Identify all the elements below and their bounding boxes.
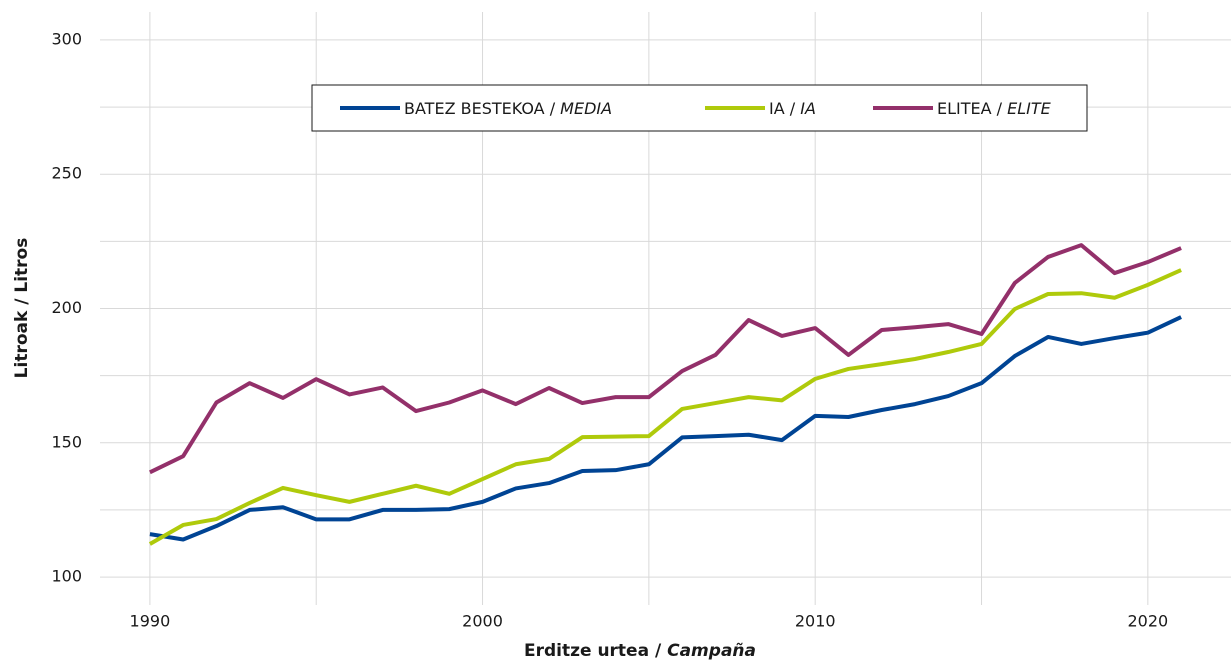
series-line: [149, 315, 1182, 542]
y-tick-label: 250: [51, 164, 82, 183]
x-tick-label: 2000: [462, 612, 503, 631]
y-axis-title: Litroak / Litros: [12, 238, 32, 379]
series-line: [149, 243, 1182, 475]
legend-label: BATEZ BESTEKOA / MEDIA: [404, 99, 612, 118]
x-tick-label: 2010: [795, 612, 836, 631]
y-tick-label: 150: [51, 432, 82, 451]
y-tick-label: 100: [51, 567, 82, 586]
legend-box: [311, 84, 1088, 132]
x-tick-label: 2020: [1127, 612, 1168, 631]
y-tick-label: 200: [51, 298, 82, 317]
legend-label: ELITEA / ELITE: [937, 99, 1052, 118]
lines: [148, 243, 1182, 546]
x-axis-title: Erditze urtea / Campaña: [524, 641, 756, 661]
legend: BATEZ BESTEKOA / MEDIA IA / IA ELITEA / EL…: [311, 84, 1088, 132]
y-tick-label: 300: [51, 29, 82, 48]
legend-label: IA / IA: [769, 99, 816, 118]
series-line: [148, 268, 1182, 546]
x-tick-label: 1990: [130, 612, 171, 631]
